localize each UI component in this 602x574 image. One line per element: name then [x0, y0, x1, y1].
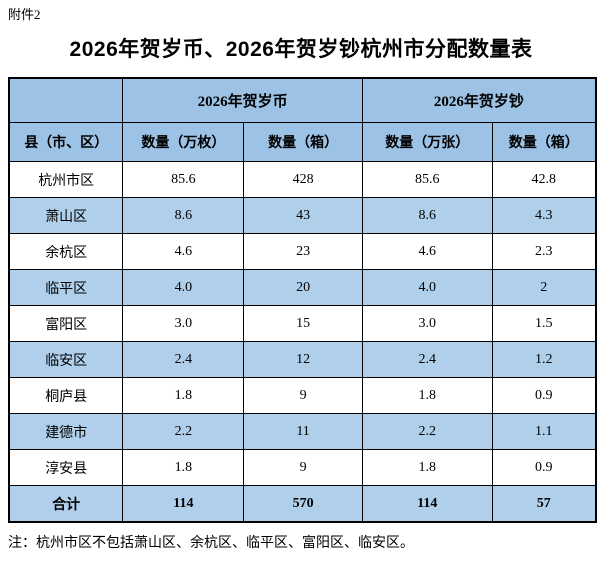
group-header-row: 2026年贺岁币 2026年贺岁钞 [8, 77, 597, 123]
table-row: 临平区 4.0 20 4.0 2 [8, 269, 597, 306]
value-cell: 57 [491, 485, 597, 523]
column-header-note-wanzhang: 数量（万张） [361, 122, 493, 162]
value-cell: 2.4 [122, 341, 245, 378]
value-cell: 8.6 [361, 197, 493, 234]
group-header-coin: 2026年贺岁币 [122, 77, 363, 123]
value-cell: 2.2 [122, 413, 245, 450]
value-cell: 4.6 [122, 233, 245, 270]
table-row: 桐庐县 1.8 9 1.8 0.9 [8, 377, 597, 414]
value-cell: 2.2 [361, 413, 493, 450]
value-cell: 4.0 [122, 269, 245, 306]
region-cell: 淳安县 [8, 449, 124, 486]
value-cell: 42.8 [491, 161, 597, 198]
value-cell: 114 [361, 485, 493, 523]
value-cell: 15 [243, 305, 363, 342]
column-header-coin-wanmei: 数量（万枚） [122, 122, 245, 162]
value-cell: 0.9 [491, 449, 597, 486]
total-label-cell: 合计 [8, 485, 124, 523]
value-cell: 114 [122, 485, 245, 523]
corner-cell [8, 77, 124, 123]
table-row: 富阳区 3.0 15 3.0 1.5 [8, 305, 597, 342]
region-cell: 临平区 [8, 269, 124, 306]
table-row: 萧山区 8.6 43 8.6 4.3 [8, 197, 597, 234]
value-cell: 4.0 [361, 269, 493, 306]
table-row: 临安区 2.4 12 2.4 1.2 [8, 341, 597, 378]
value-cell: 11 [243, 413, 363, 450]
value-cell: 9 [243, 449, 363, 486]
region-cell: 萧山区 [8, 197, 124, 234]
value-cell: 4.6 [361, 233, 493, 270]
region-cell: 余杭区 [8, 233, 124, 270]
value-cell: 1.2 [491, 341, 597, 378]
attachment-label: 附件2 [8, 7, 41, 22]
table-row: 淳安县 1.8 9 1.8 0.9 [8, 449, 597, 486]
region-cell: 杭州市区 [8, 161, 124, 198]
group-header-banknote: 2026年贺岁钞 [361, 77, 597, 123]
column-header-note-boxes: 数量（箱） [491, 122, 597, 162]
value-cell: 9 [243, 377, 363, 414]
value-cell: 570 [243, 485, 363, 523]
value-cell: 2 [491, 269, 597, 306]
value-cell: 43 [243, 197, 363, 234]
value-cell: 1.8 [122, 449, 245, 486]
region-cell: 建德市 [8, 413, 124, 450]
column-header-row: 县（市、区） 数量（万枚） 数量（箱） 数量（万张） 数量（箱） [8, 122, 597, 162]
value-cell: 12 [243, 341, 363, 378]
allocation-table: 2026年贺岁币 2026年贺岁钞 县（市、区） 数量（万枚） 数量（箱） 数量… [8, 77, 597, 523]
value-cell: 2.3 [491, 233, 597, 270]
total-row: 合计 114 570 114 57 [8, 485, 597, 523]
region-cell: 临安区 [8, 341, 124, 378]
value-cell: 0.9 [491, 377, 597, 414]
table-row: 余杭区 4.6 23 4.6 2.3 [8, 233, 597, 270]
column-header-coin-boxes: 数量（箱） [243, 122, 363, 162]
value-cell: 1.8 [361, 449, 493, 486]
value-cell: 4.3 [491, 197, 597, 234]
region-cell: 桐庐县 [8, 377, 124, 414]
page-title: 2026年贺岁币、2026年贺岁钞杭州市分配数量表 [69, 38, 533, 61]
table-row: 杭州市区 85.6 428 85.6 42.8 [8, 161, 597, 198]
value-cell: 1.1 [491, 413, 597, 450]
footnote: 注：杭州市区不包括萧山区、余杭区、临平区、富阳区、临安区。 [8, 536, 414, 551]
value-cell: 1.5 [491, 305, 597, 342]
table-row: 建德市 2.2 11 2.2 1.1 [8, 413, 597, 450]
value-cell: 85.6 [361, 161, 493, 198]
value-cell: 3.0 [361, 305, 493, 342]
region-cell: 富阳区 [8, 305, 124, 342]
value-cell: 3.0 [122, 305, 245, 342]
value-cell: 2.4 [361, 341, 493, 378]
value-cell: 23 [243, 233, 363, 270]
value-cell: 1.8 [361, 377, 493, 414]
value-cell: 85.6 [122, 161, 245, 198]
value-cell: 428 [243, 161, 363, 198]
column-header-region: 县（市、区） [8, 122, 124, 162]
value-cell: 20 [243, 269, 363, 306]
value-cell: 1.8 [122, 377, 245, 414]
value-cell: 8.6 [122, 197, 245, 234]
